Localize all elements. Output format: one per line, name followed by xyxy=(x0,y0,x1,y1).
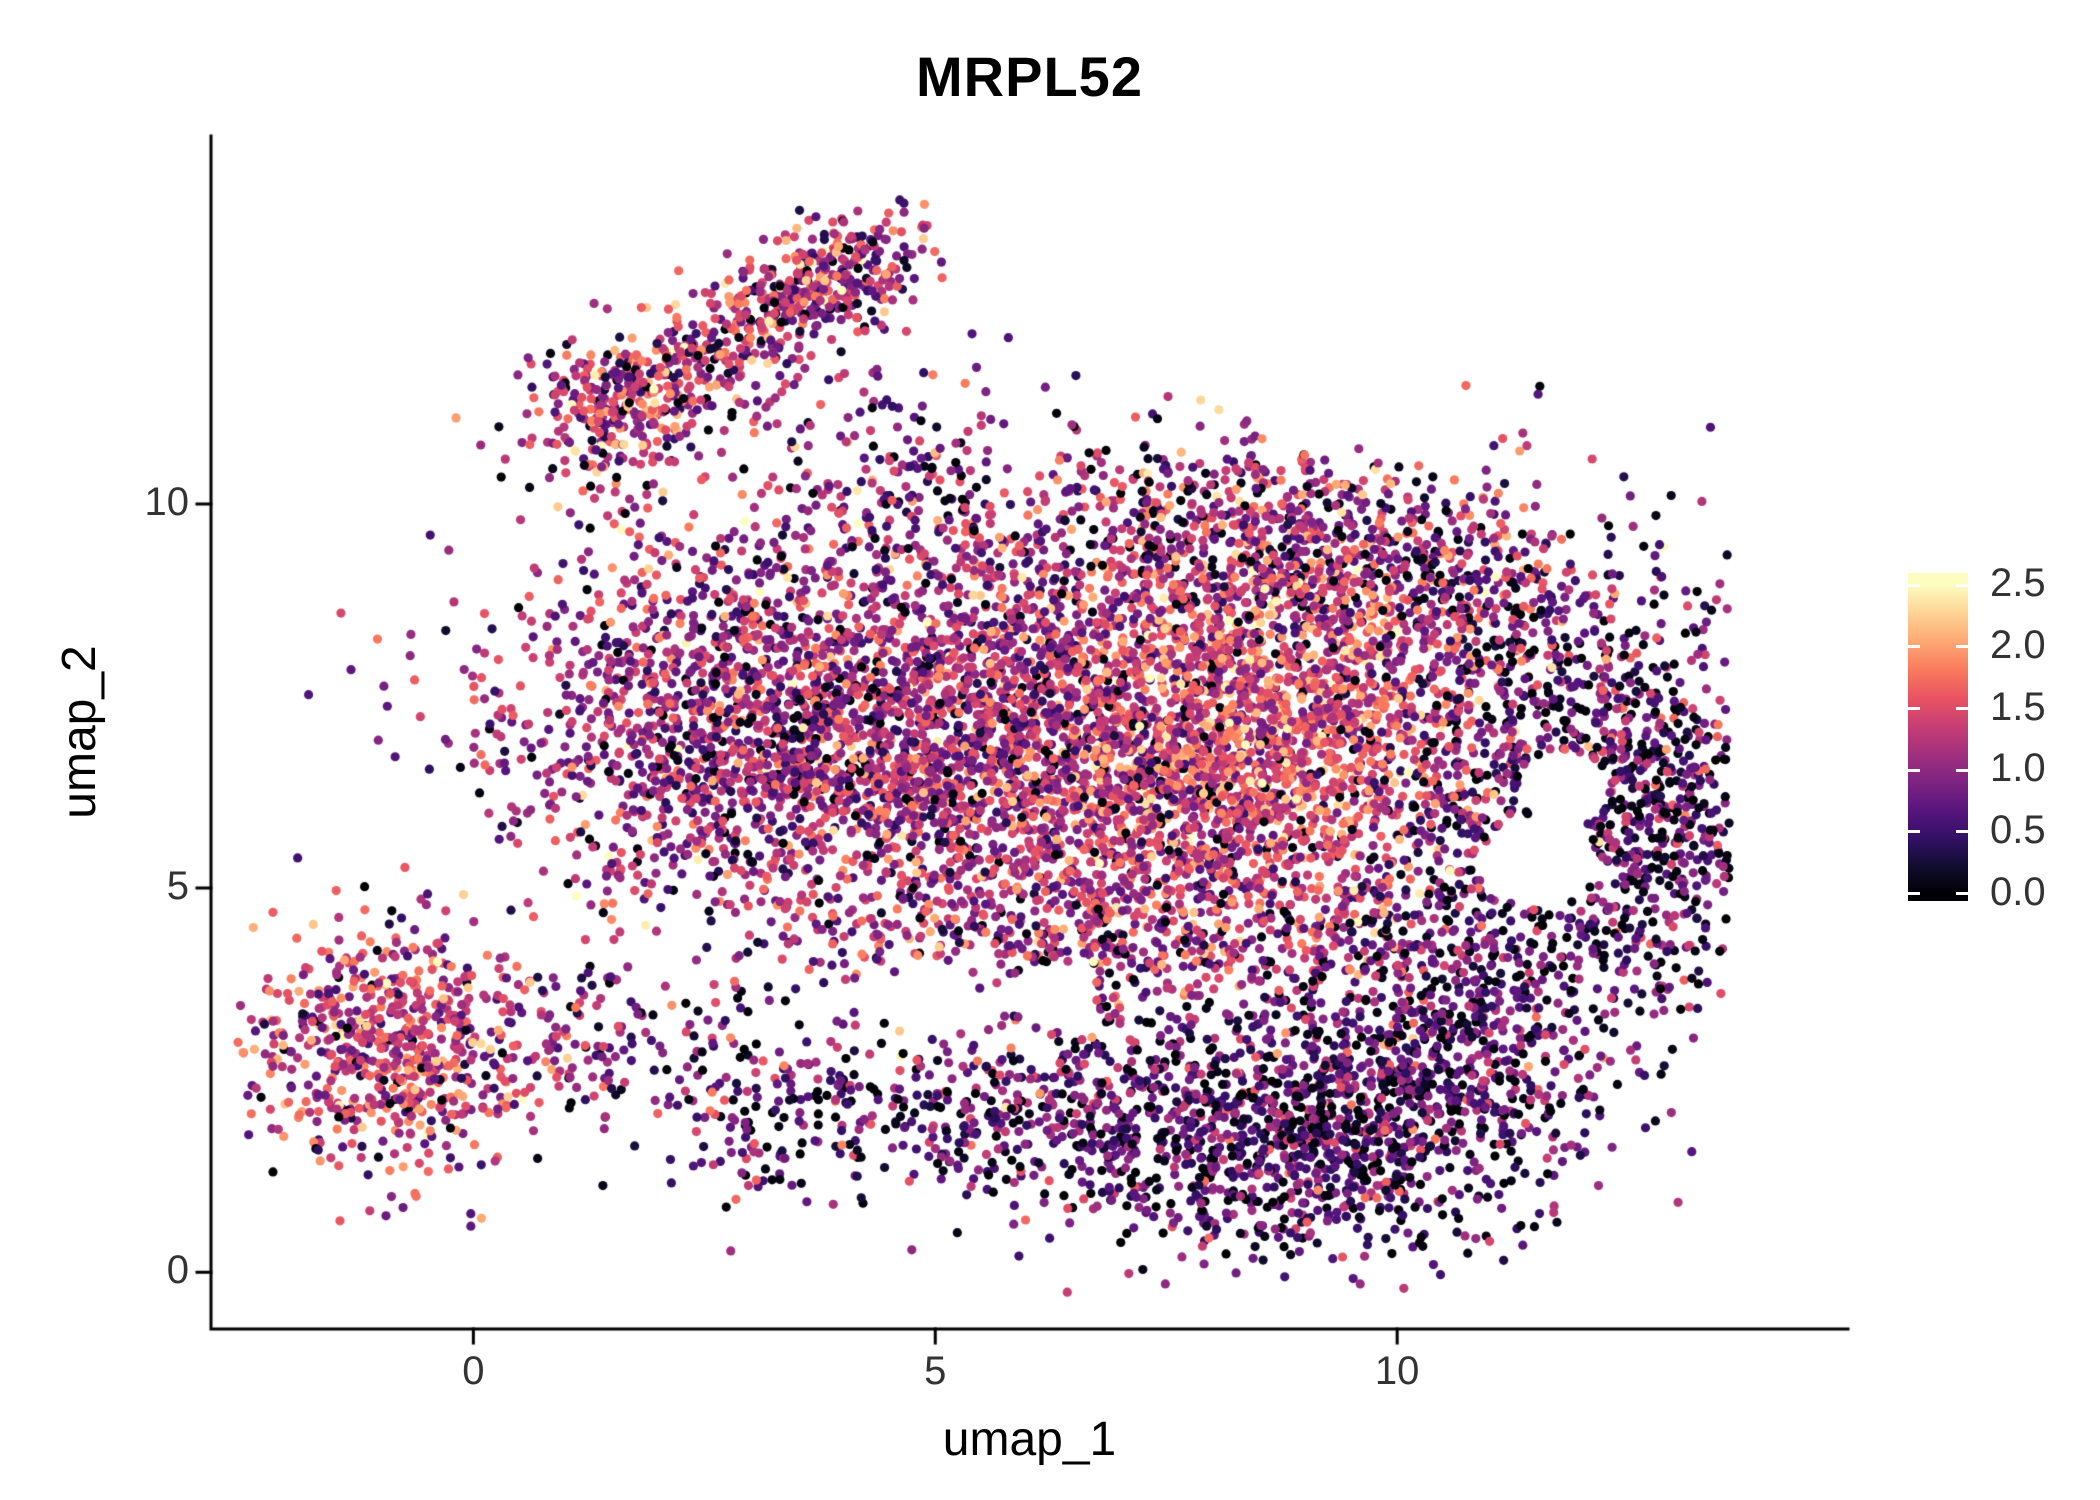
y-tick-label: 0 xyxy=(166,1248,189,1293)
colorbar-tick-mark xyxy=(1908,645,1920,649)
colorbar-tick-label: 0.5 xyxy=(1990,807,2046,852)
colorbar-tick-mark xyxy=(1908,768,1920,772)
colorbar-tick-mark xyxy=(1956,892,1968,896)
colorbar-tick-mark xyxy=(1956,830,1968,834)
colorbar-tick-mark xyxy=(1956,583,1968,587)
plot-title: MRPL52 xyxy=(916,45,1143,108)
colorbar-tick-mark xyxy=(1908,707,1920,711)
colorbar xyxy=(1908,573,1968,901)
colorbar-tick-mark xyxy=(1956,645,1968,649)
colorbar-tick-label: 1.5 xyxy=(1990,684,2046,729)
colorbar-tick-label: 2.5 xyxy=(1990,561,2046,606)
colorbar-tick-mark xyxy=(1956,707,1968,711)
colorbar-tick-mark xyxy=(1908,830,1920,834)
y-tick-label: 10 xyxy=(144,479,190,524)
y-axis-label: umap_2 xyxy=(53,645,106,819)
colorbar-tick-label: 2.0 xyxy=(1990,622,2046,667)
x-tick-label: 5 xyxy=(924,1349,947,1393)
y-tick-label: 5 xyxy=(166,864,189,909)
colorbar-tick-mark xyxy=(1908,583,1920,587)
x-tick-label: 0 xyxy=(462,1349,485,1393)
colorbar-tick-mark xyxy=(1956,768,1968,772)
colorbar-tick-label: 1.0 xyxy=(1990,746,2046,791)
x-axis-label: umap_1 xyxy=(942,1413,1117,1466)
x-tick-label: 10 xyxy=(1374,1349,1420,1393)
colorbar-tick-label: 0.0 xyxy=(1990,869,2046,914)
colorbar-tick-mark xyxy=(1908,892,1920,896)
